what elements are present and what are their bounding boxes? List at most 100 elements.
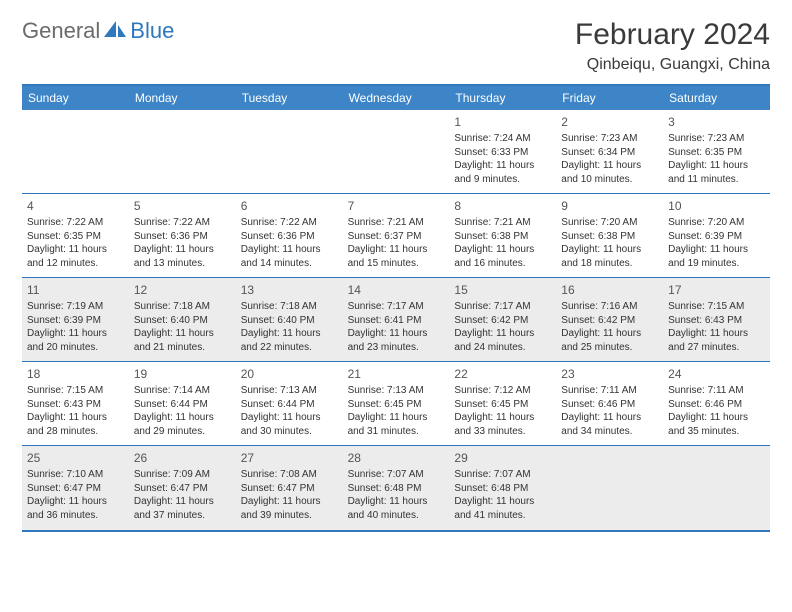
calendar-day: 5Sunrise: 7:22 AMSunset: 6:36 PMDaylight… [129, 194, 236, 277]
sunrise-line: Sunrise: 7:07 AM [348, 468, 445, 482]
sunset-line: Sunset: 6:34 PM [561, 146, 658, 160]
weekday-header-row: SundayMondayTuesdayWednesdayThursdayFrid… [22, 86, 770, 110]
daylight-line: Daylight: 11 hours and 15 minutes. [348, 243, 445, 270]
sunrise-line: Sunrise: 7:15 AM [668, 300, 765, 314]
calendar-day: 28Sunrise: 7:07 AMSunset: 6:48 PMDayligh… [343, 446, 450, 530]
daylight-line: Daylight: 11 hours and 29 minutes. [134, 411, 231, 438]
calendar-day: 24Sunrise: 7:11 AMSunset: 6:46 PMDayligh… [663, 362, 770, 445]
sunrise-line: Sunrise: 7:24 AM [454, 132, 551, 146]
daylight-line: Daylight: 11 hours and 22 minutes. [241, 327, 338, 354]
calendar-day [236, 110, 343, 193]
sunset-line: Sunset: 6:41 PM [348, 314, 445, 328]
sunset-line: Sunset: 6:37 PM [348, 230, 445, 244]
calendar-day: 13Sunrise: 7:18 AMSunset: 6:40 PMDayligh… [236, 278, 343, 361]
calendar-day: 21 Sunrise: 7:13 AMSunset: 6:45 PMDayligh… [343, 362, 450, 445]
daylight-line: Daylight: 11 hours and 36 minutes. [27, 495, 124, 522]
daylight-line: Daylight: 11 hours and 19 minutes. [668, 243, 765, 270]
sunset-line: Sunset: 6:35 PM [668, 146, 765, 160]
calendar-day: 23Sunrise: 7:11 AMSunset: 6:46 PMDayligh… [556, 362, 663, 445]
logo-sail-icon [102, 19, 128, 44]
sunrise-line: Sunrise: 7:20 AM [668, 216, 765, 230]
daylight-line: Daylight: 11 hours and 23 minutes. [348, 327, 445, 354]
logo-text-general: General [22, 18, 100, 44]
sunrise-line: Sunrise: 7:13 AM [348, 384, 445, 398]
sunset-line: Sunset: 6:40 PM [134, 314, 231, 328]
logo: General Blue [22, 18, 174, 44]
sunset-line: Sunset: 6:46 PM [561, 398, 658, 412]
calendar-day: 29Sunrise: 7:07 AMSunset: 6:48 PMDayligh… [449, 446, 556, 530]
sunrise-line: Sunrise: 7:23 AM [561, 132, 658, 146]
calendar-day: 1 Sunrise: 7:24 AMSunset: 6:33 PMDaylight… [449, 110, 556, 193]
daylight-line: Daylight: 11 hours and 39 minutes. [241, 495, 338, 522]
calendar: SundayMondayTuesdayWednesdayThursdayFrid… [22, 84, 770, 532]
day-number: 1 [454, 114, 551, 130]
weekday-header: Wednesday [343, 86, 450, 110]
sunset-line: Sunset: 6:47 PM [134, 482, 231, 496]
weekday-header: Monday [129, 86, 236, 110]
daylight-line: Daylight: 11 hours and 9 minutes. [454, 159, 551, 186]
logo-text-blue: Blue [130, 18, 174, 44]
sunrise-line: Sunrise: 7:22 AM [134, 216, 231, 230]
sunset-line: Sunset: 6:35 PM [27, 230, 124, 244]
day-number: 2 [561, 114, 658, 130]
sunset-line: Sunset: 6:44 PM [134, 398, 231, 412]
calendar-week: 25Sunrise: 7:10 AMSunset: 6:47 PMDayligh… [22, 446, 770, 530]
sunrise-line: Sunrise: 7:18 AM [134, 300, 231, 314]
calendar-weeks: 1Sunrise: 7:24 AMSunset: 6:33 PMDaylight… [22, 110, 770, 532]
calendar-day: 22Sunrise: 7:12 AMSunset: 6:45 PMDayligh… [449, 362, 556, 445]
calendar-day: 20Sunrise: 7:13 AMSunset: 6:44 PMDayligh… [236, 362, 343, 445]
sunrise-line: Sunrise: 7:16 AM [561, 300, 658, 314]
calendar-day: 4Sunrise: 7:22 AMSunset: 6:35 PMDaylight… [22, 194, 129, 277]
daylight-line: Daylight: 11 hours and 33 minutes. [454, 411, 551, 438]
day-number: 15 [454, 282, 551, 298]
calendar-day [22, 110, 129, 193]
sunset-line: Sunset: 6:33 PM [454, 146, 551, 160]
calendar-week: 11Sunrise: 7:19 AMSunset: 6:39 PMDayligh… [22, 278, 770, 362]
weekday-header: Saturday [663, 86, 770, 110]
day-number: 5 [134, 198, 231, 214]
day-number: 11 [27, 282, 124, 298]
daylight-line: Daylight: 11 hours and 20 minutes. [27, 327, 124, 354]
daylight-line: Daylight: 11 hours and 30 minutes. [241, 411, 338, 438]
calendar-day [343, 110, 450, 193]
calendar-day: 11Sunrise: 7:19 AMSunset: 6:39 PMDayligh… [22, 278, 129, 361]
daylight-line: Daylight: 11 hours and 31 minutes. [348, 411, 445, 438]
sunset-line: Sunset: 6:36 PM [241, 230, 338, 244]
weekday-header: Friday [556, 86, 663, 110]
day-number: 17 [668, 282, 765, 298]
calendar-day: 18Sunrise: 7:15 AMSunset: 6:43 PMDayligh… [22, 362, 129, 445]
calendar-day: 7Sunrise: 7:21 AMSunset: 6:37 PMDaylight… [343, 194, 450, 277]
daylight-line: Daylight: 11 hours and 25 minutes. [561, 327, 658, 354]
day-number: 10 [668, 198, 765, 214]
day-number: 13 [241, 282, 338, 298]
daylight-line: Daylight: 11 hours and 16 minutes. [454, 243, 551, 270]
sunrise-line: Sunrise: 7:20 AM [561, 216, 658, 230]
day-number: 27 [241, 450, 338, 466]
calendar-day: 9Sunrise: 7:20 AMSunset: 6:38 PMDaylight… [556, 194, 663, 277]
sunset-line: Sunset: 6:42 PM [561, 314, 658, 328]
weekday-header: Thursday [449, 86, 556, 110]
daylight-line: Daylight: 11 hours and 18 minutes. [561, 243, 658, 270]
sunset-line: Sunset: 6:45 PM [348, 398, 445, 412]
day-number: 25 [27, 450, 124, 466]
weekday-header: Sunday [22, 86, 129, 110]
location-subtitle: Qinbeiqu, Guangxi, China [575, 56, 770, 74]
calendar-day [663, 446, 770, 530]
sunset-line: Sunset: 6:47 PM [241, 482, 338, 496]
calendar-day: 10Sunrise: 7:20 AMSunset: 6:39 PMDayligh… [663, 194, 770, 277]
sunset-line: Sunset: 6:44 PM [241, 398, 338, 412]
day-number: 23 [561, 366, 658, 382]
day-number: 29 [454, 450, 551, 466]
sunset-line: Sunset: 6:38 PM [454, 230, 551, 244]
calendar-day: 27Sunrise: 7:08 AMSunset: 6:47 PMDayligh… [236, 446, 343, 530]
sunrise-line: Sunrise: 7:22 AM [27, 216, 124, 230]
calendar-day: 8Sunrise: 7:21 AMSunset: 6:38 PMDaylight… [449, 194, 556, 277]
header: General Blue February 2024 Qinbeiqu, Gua… [22, 18, 770, 74]
sunset-line: Sunset: 6:45 PM [454, 398, 551, 412]
day-number: 20 [241, 366, 338, 382]
calendar-day: 14Sunrise: 7:17 AMSunset: 6:41 PMDayligh… [343, 278, 450, 361]
calendar-week: 18Sunrise: 7:15 AMSunset: 6:43 PMDayligh… [22, 362, 770, 446]
calendar-day: 3Sunrise: 7:23 AMSunset: 6:35 PMDaylight… [663, 110, 770, 193]
sunset-line: Sunset: 6:48 PM [348, 482, 445, 496]
day-number: 21 [348, 366, 445, 382]
